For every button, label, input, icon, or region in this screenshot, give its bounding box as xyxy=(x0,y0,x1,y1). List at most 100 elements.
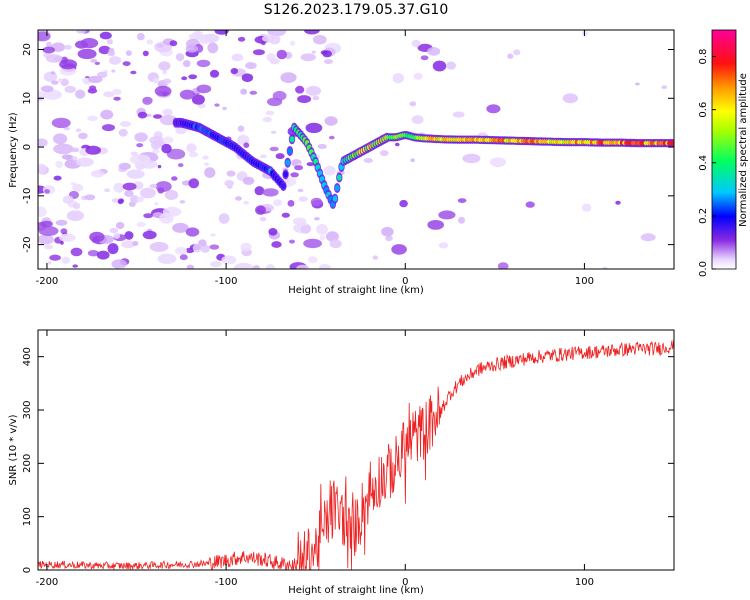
noise-blob xyxy=(329,135,335,140)
colorbar-tick-label: 0.0 xyxy=(698,261,709,277)
noise-blob xyxy=(153,114,163,119)
noise-blob xyxy=(221,255,237,265)
y-tick-label: 10 xyxy=(22,92,33,105)
noise-blob xyxy=(200,244,210,253)
noise-blob xyxy=(329,239,342,249)
noise-blob xyxy=(269,146,279,152)
noise-blob xyxy=(118,162,131,170)
noise-blob xyxy=(75,89,86,99)
ridge-point xyxy=(336,174,342,181)
noise-blob xyxy=(188,178,200,189)
noise-blob xyxy=(179,254,188,261)
spectrogram-ylabel: Frequency (Hz) xyxy=(8,112,19,188)
noise-blob xyxy=(177,163,184,168)
noise-blob xyxy=(53,133,68,145)
noise-blob xyxy=(323,59,334,65)
ridge-point xyxy=(669,140,674,146)
noise-blob xyxy=(323,165,336,176)
noise-blob xyxy=(113,232,120,239)
noise-blob xyxy=(55,160,64,169)
y-tick-label: 200 xyxy=(22,454,33,473)
noise-blob xyxy=(267,30,287,37)
noise-blob xyxy=(432,60,447,72)
noise-blob xyxy=(98,45,111,55)
noise-blob xyxy=(243,201,249,205)
noise-blob xyxy=(276,49,287,60)
noise-blob xyxy=(395,142,400,147)
noise-blob xyxy=(420,55,429,61)
snr-series-line xyxy=(38,339,674,570)
noise-blob xyxy=(83,80,91,85)
noise-blob xyxy=(458,216,465,224)
noise-blob xyxy=(411,115,424,125)
noise-blob xyxy=(142,230,157,240)
noise-blob xyxy=(175,53,185,62)
noise-blob xyxy=(97,71,108,79)
noise-blob xyxy=(411,39,421,48)
noise-blob xyxy=(410,158,415,162)
snr-ylabel: SNR (10 * v/v) xyxy=(8,414,19,485)
x-tick-label: -100 xyxy=(215,577,238,588)
x-tick-label: 0 xyxy=(402,276,408,287)
noise-blob xyxy=(70,247,83,257)
noise-blob xyxy=(179,89,195,100)
noise-blob xyxy=(438,210,456,220)
noise-blob xyxy=(143,213,153,219)
noise-blob xyxy=(296,264,310,269)
noise-blob xyxy=(136,221,146,228)
y-tick-label: 100 xyxy=(22,507,33,526)
noise-blob xyxy=(259,154,267,159)
noise-blob xyxy=(62,195,74,204)
noise-blob xyxy=(188,33,203,41)
ridge-point xyxy=(283,171,288,178)
noise-blob xyxy=(140,187,156,199)
y-tick-label: -20 xyxy=(22,236,33,252)
noise-blob xyxy=(87,115,98,122)
noise-blob xyxy=(280,72,297,83)
noise-blob xyxy=(312,95,320,101)
noise-blob xyxy=(149,241,169,252)
noise-blob xyxy=(306,162,315,167)
noise-blob xyxy=(438,242,449,249)
x-tick-label: 100 xyxy=(575,276,594,287)
noise-blob xyxy=(409,101,417,107)
noise-blob xyxy=(185,227,200,237)
noise-blob xyxy=(109,56,122,65)
x-tick-label: -100 xyxy=(215,276,238,287)
noise-blob xyxy=(265,110,275,116)
noise-blob xyxy=(64,44,72,50)
y-tick-label: 300 xyxy=(22,400,33,419)
noise-blob xyxy=(210,261,222,268)
noise-blob xyxy=(227,185,233,189)
noise-blob xyxy=(185,44,198,53)
noise-blob xyxy=(121,240,136,249)
noise-blob xyxy=(379,150,389,157)
noise-blob xyxy=(134,132,148,142)
noise-blob xyxy=(72,264,78,268)
noise-blob xyxy=(207,42,219,54)
noise-blob xyxy=(160,114,177,126)
noise-blob xyxy=(44,189,50,194)
noise-blob xyxy=(72,183,84,192)
noise-blob xyxy=(118,128,128,137)
noise-blob xyxy=(287,200,295,207)
noise-blob xyxy=(169,40,178,47)
noise-blob xyxy=(108,47,115,53)
y-tick-label: 0 xyxy=(22,567,33,573)
noise-blob xyxy=(289,239,295,244)
noise-blob xyxy=(152,77,159,84)
noise-blob xyxy=(294,165,304,171)
noise-blob xyxy=(235,196,242,201)
noise-blob xyxy=(269,34,281,45)
noise-blob xyxy=(55,219,68,226)
spectrogram-heatmap xyxy=(38,30,674,269)
noise-blob xyxy=(273,199,283,207)
noise-blob xyxy=(249,90,258,95)
noise-blob xyxy=(186,143,197,153)
noise-blob xyxy=(100,109,114,120)
snr-panel: -200 -100 0 100 0 100 200 300 400 Height of stra… xyxy=(8,329,675,596)
noise-blob xyxy=(452,111,465,118)
